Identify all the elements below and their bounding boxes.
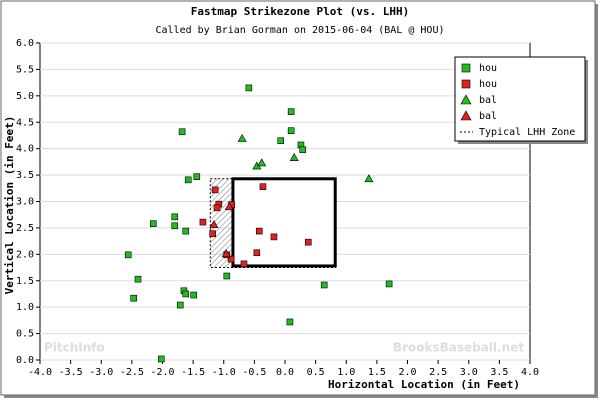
square-marker: [124, 251, 132, 259]
y-tick-label: 0.0: [16, 355, 34, 366]
y-tick-label: 4.0: [16, 144, 34, 155]
square-marker: [209, 230, 217, 238]
triangle-marker: [460, 110, 472, 121]
x-tick-label: 0.5: [307, 367, 325, 378]
y-tick-label: 1.5: [16, 276, 34, 287]
triangle-marker: [221, 249, 231, 258]
y-tick-label: 5.5: [16, 64, 34, 75]
y-tick-label: 1.0: [16, 302, 34, 313]
square-marker: [171, 222, 179, 230]
square-marker: [461, 79, 471, 89]
legend-label: hou: [479, 79, 497, 90]
legend-label: hou: [479, 63, 497, 74]
square-marker: [255, 227, 263, 235]
x-tick-label: 2.5: [429, 367, 447, 378]
y-tick-label: 5.0: [16, 91, 34, 102]
x-tick-label: -3.5: [59, 367, 83, 378]
square-marker: [193, 173, 201, 180]
legend-label: bal: [479, 111, 497, 122]
legend-label: Typical LHH Zone: [479, 127, 575, 138]
y-tick-label: 3.0: [16, 197, 34, 208]
y-tick-label: 4.5: [16, 117, 34, 128]
legend-label: bal: [479, 95, 497, 106]
square-marker: [213, 204, 221, 212]
square-marker: [150, 220, 157, 227]
square-marker: [286, 318, 294, 326]
x-tick-label: 3.5: [490, 367, 508, 378]
triangle-marker: [237, 134, 247, 142]
square-marker: [385, 280, 393, 288]
square-marker: [227, 255, 235, 263]
x-tick-label: -1.5: [181, 367, 205, 378]
x-axis-label: Horizontal Location (in Feet): [328, 378, 520, 391]
square-marker: [299, 146, 307, 154]
y-axis-label: Vertical Location (in Feet): [3, 116, 16, 295]
x-tick-label: -0.5: [242, 367, 266, 378]
square-marker: [304, 238, 312, 246]
x-tick-label: 3.0: [460, 367, 478, 378]
square-marker: [211, 186, 219, 194]
y-tick-label: 2.5: [16, 223, 34, 234]
triangle-marker: [224, 202, 234, 211]
x-tick-label: -4.0: [28, 367, 52, 378]
square-marker: [199, 218, 207, 226]
square-marker: [287, 127, 295, 135]
x-tick-label: 1.0: [337, 367, 355, 378]
x-tick-label: -3.0: [89, 367, 113, 378]
y-tick-label: 3.5: [16, 170, 34, 181]
strike-box: [231, 177, 337, 268]
x-tick-label: -2.5: [120, 367, 144, 378]
square-marker: [277, 137, 285, 145]
x-tick-label: 0.0: [276, 367, 294, 378]
square-marker: [190, 291, 198, 299]
legend-box: [454, 56, 586, 142]
square-marker: [176, 301, 184, 309]
square-marker: [182, 227, 190, 235]
x-tick-label: 2.0: [398, 367, 416, 378]
square-marker: [287, 108, 295, 115]
y-tick-label: 2.0: [16, 249, 34, 260]
square-marker: [182, 290, 190, 298]
square-marker: [461, 63, 471, 73]
triangle-marker: [209, 220, 219, 229]
x-tick-label: -1.0: [212, 367, 236, 378]
square-marker: [184, 176, 192, 184]
chart-title: Fastmap Strikezone Plot (vs. LHH): [191, 5, 410, 18]
x-tick-label: 4.0: [521, 367, 539, 378]
square-marker: [245, 84, 253, 92]
square-marker: [253, 249, 261, 257]
triangle-marker: [460, 94, 472, 105]
square-marker: [259, 183, 267, 191]
x-tick-label: -2.0: [150, 367, 174, 378]
y-tick-label: 0.5: [16, 329, 34, 340]
square-marker: [223, 272, 231, 280]
chart-subtitle: Called by Brian Gorman on 2015-06-04 (BA…: [156, 25, 445, 36]
square-marker: [320, 281, 328, 289]
triangle-marker: [257, 158, 267, 167]
y-tick-label: 6.0: [16, 38, 34, 49]
x-tick-label: 1.5: [368, 367, 386, 378]
square-marker: [130, 294, 138, 302]
triangle-marker: [364, 174, 374, 183]
square-marker: [171, 213, 179, 221]
triangle-marker: [289, 153, 299, 161]
square-marker: [134, 275, 142, 283]
square-marker: [157, 355, 165, 363]
watermark: PitchInfo: [44, 341, 105, 355]
watermark: BrooksBaseball.net: [393, 341, 524, 355]
square-marker: [240, 260, 248, 268]
square-marker: [270, 233, 278, 241]
square-marker: [178, 128, 186, 136]
